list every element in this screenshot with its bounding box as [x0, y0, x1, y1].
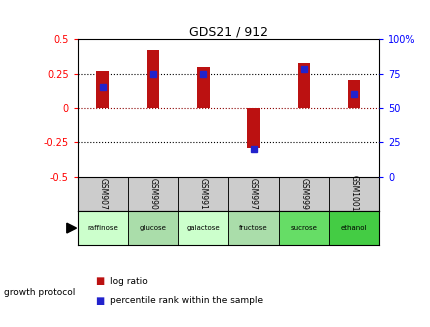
Text: growth protocol: growth protocol — [4, 288, 76, 297]
Text: GSM990: GSM990 — [148, 178, 157, 210]
Bar — [178, 211, 228, 245]
Text: GSM991: GSM991 — [198, 178, 207, 210]
Bar — [228, 177, 278, 211]
Text: GSM997: GSM997 — [249, 178, 258, 210]
Title: GDS21 / 912: GDS21 / 912 — [188, 25, 267, 38]
Bar — [328, 177, 378, 211]
Bar — [77, 211, 128, 245]
Bar — [197, 67, 209, 108]
Bar — [178, 177, 228, 211]
Bar — [146, 50, 159, 108]
Bar — [128, 211, 178, 245]
Bar — [228, 211, 278, 245]
Text: percentile rank within the sample: percentile rank within the sample — [110, 296, 262, 305]
Text: GSM907: GSM907 — [98, 178, 107, 210]
Bar — [247, 108, 259, 148]
Text: raffinose: raffinose — [87, 225, 118, 231]
Text: GSM999: GSM999 — [299, 178, 307, 210]
Bar — [128, 177, 178, 211]
Bar — [328, 211, 378, 245]
Text: galactose: galactose — [186, 225, 220, 231]
Text: sucrose: sucrose — [290, 225, 316, 231]
Bar — [297, 62, 310, 108]
Text: ■: ■ — [95, 296, 104, 306]
Bar — [347, 80, 359, 108]
Text: GSM1001: GSM1001 — [349, 176, 358, 212]
Text: ethanol: ethanol — [340, 225, 366, 231]
Text: fructose: fructose — [239, 225, 267, 231]
Bar — [278, 177, 328, 211]
Text: glucose: glucose — [139, 225, 166, 231]
Bar — [278, 211, 328, 245]
Text: log ratio: log ratio — [110, 277, 147, 286]
Text: ■: ■ — [95, 276, 104, 286]
Bar — [77, 177, 128, 211]
Bar — [96, 71, 109, 108]
